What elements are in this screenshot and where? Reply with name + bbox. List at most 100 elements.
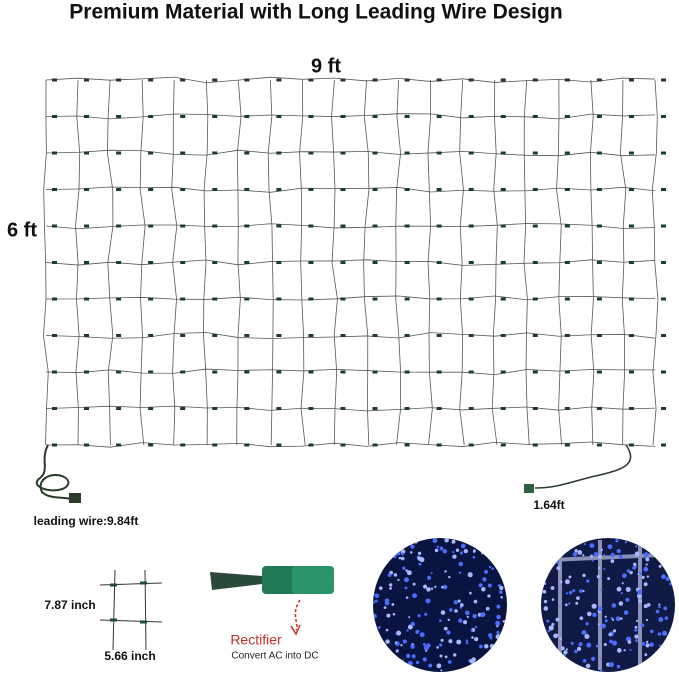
light <box>597 554 602 559</box>
light <box>620 592 623 595</box>
light <box>655 548 658 552</box>
light <box>428 663 433 668</box>
light <box>547 665 551 669</box>
bulb <box>661 370 666 374</box>
bulb <box>276 224 282 228</box>
light <box>563 650 568 655</box>
light <box>387 573 392 577</box>
net-illustration <box>43 76 666 448</box>
light <box>541 560 544 565</box>
bulb <box>564 334 570 337</box>
net-wire <box>45 441 656 448</box>
light <box>668 652 672 657</box>
light <box>640 623 645 628</box>
bulb <box>628 407 634 410</box>
light <box>598 566 601 570</box>
bulb <box>212 334 218 337</box>
light <box>547 629 551 633</box>
light <box>550 586 555 590</box>
light <box>669 635 673 639</box>
light <box>495 620 501 626</box>
bulb <box>372 151 378 155</box>
net-wire <box>589 79 595 446</box>
light <box>542 556 547 561</box>
bulb <box>212 370 218 374</box>
light <box>555 617 560 622</box>
net-wire <box>651 79 659 446</box>
light <box>410 621 415 627</box>
light <box>658 605 661 609</box>
light <box>634 628 638 632</box>
bulb <box>628 151 634 155</box>
light <box>373 570 378 576</box>
light <box>482 577 487 582</box>
light <box>643 582 648 587</box>
light <box>447 660 452 664</box>
bulb <box>661 443 666 447</box>
light <box>388 551 392 554</box>
bulb <box>661 261 666 264</box>
light <box>662 630 668 636</box>
bulb <box>52 297 57 301</box>
net-wire <box>45 332 656 339</box>
bulb <box>468 151 474 155</box>
bulb <box>661 78 666 82</box>
light <box>434 548 439 553</box>
light <box>589 543 595 549</box>
light <box>392 548 397 553</box>
light <box>653 554 656 557</box>
light <box>657 632 662 636</box>
bulb <box>436 443 442 447</box>
light <box>572 552 578 557</box>
light <box>392 553 397 559</box>
light <box>670 540 675 546</box>
light <box>547 539 552 545</box>
bulb <box>52 115 57 118</box>
light <box>541 570 545 575</box>
light <box>487 594 491 598</box>
bulb <box>244 261 250 264</box>
light <box>374 599 378 603</box>
light <box>661 659 666 664</box>
light <box>542 666 546 670</box>
bulb <box>212 443 218 447</box>
light <box>673 555 675 560</box>
light <box>632 565 637 570</box>
light <box>439 654 443 658</box>
light <box>549 646 554 651</box>
light <box>496 630 500 635</box>
light <box>576 668 579 672</box>
light <box>639 572 642 575</box>
bulb <box>212 115 218 118</box>
light <box>658 564 662 568</box>
light <box>489 636 493 640</box>
light <box>643 604 648 609</box>
bulb <box>308 151 314 155</box>
bulb <box>564 115 570 118</box>
light <box>672 647 675 651</box>
light <box>403 577 409 583</box>
light <box>488 633 493 638</box>
bulb <box>564 188 570 191</box>
bulb <box>308 188 314 191</box>
light <box>669 582 673 586</box>
light <box>495 634 501 640</box>
light <box>465 641 469 645</box>
light <box>440 610 446 615</box>
light <box>417 551 422 556</box>
net-wire <box>427 79 433 446</box>
bulb <box>52 407 57 410</box>
bulb <box>244 407 250 410</box>
bulb <box>148 115 154 118</box>
bulb <box>244 78 250 82</box>
net-wire <box>45 76 656 84</box>
light <box>553 633 558 639</box>
light <box>478 545 483 549</box>
mesh-height-label: 7.87 inch <box>44 598 95 612</box>
net-wire <box>203 79 209 446</box>
bulb <box>532 78 538 82</box>
light <box>411 654 416 659</box>
bulb <box>212 188 218 191</box>
net-wire <box>139 79 146 446</box>
leading-wire-label: leading wire:9.84ft <box>34 514 139 528</box>
